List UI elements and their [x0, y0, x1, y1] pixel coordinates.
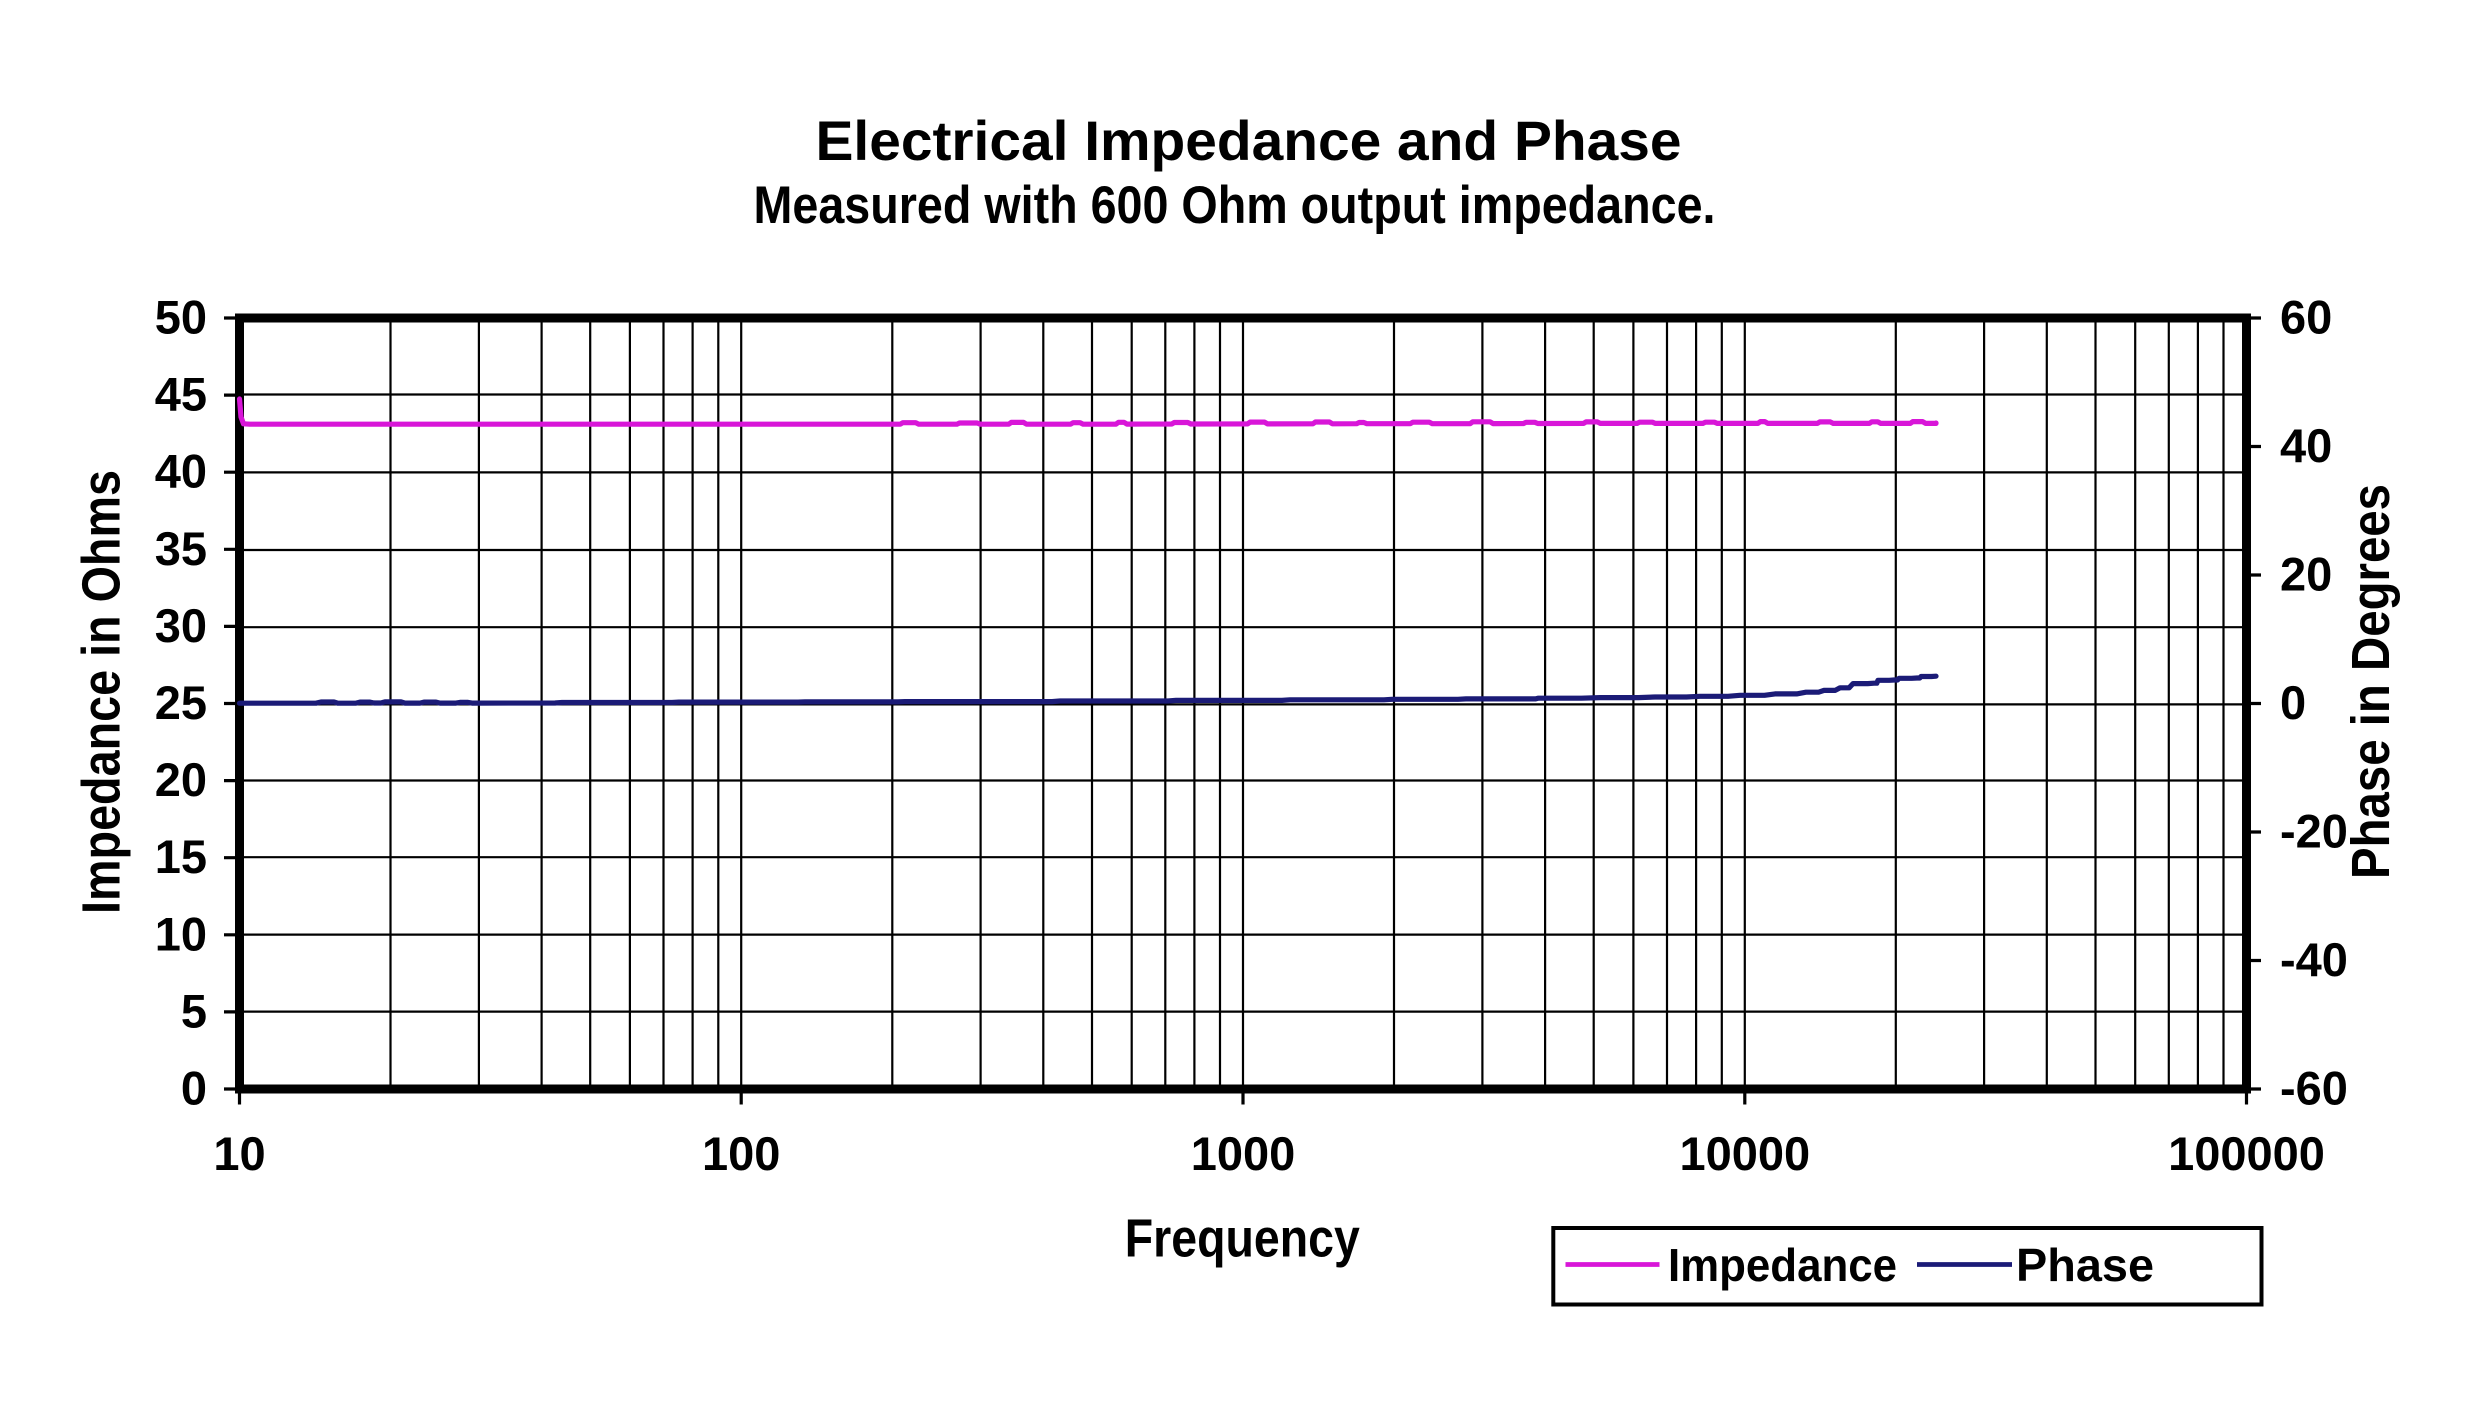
svg-text:Measured with 600 Ohm output i: Measured with 600 Ohm output impedance. [754, 176, 1716, 235]
svg-text:20: 20 [2280, 548, 2332, 601]
svg-text:35: 35 [155, 522, 207, 575]
svg-text:25: 25 [155, 676, 207, 729]
svg-text:40: 40 [155, 445, 207, 498]
svg-text:Impedance in Ohms: Impedance in Ohms [72, 470, 132, 914]
svg-text:Phase in Degrees: Phase in Degrees [2341, 484, 2401, 879]
svg-text:Frequency: Frequency [1125, 1209, 1360, 1269]
svg-text:Impedance: Impedance [1668, 1239, 1897, 1291]
svg-text:1000: 1000 [1191, 1127, 1296, 1180]
svg-text:10: 10 [155, 907, 207, 960]
svg-text:-20: -20 [2280, 805, 2348, 858]
svg-text:60: 60 [2280, 291, 2332, 344]
svg-text:100: 100 [702, 1127, 780, 1180]
svg-text:0: 0 [181, 1062, 207, 1115]
svg-text:30: 30 [155, 599, 207, 652]
svg-text:0: 0 [2280, 676, 2306, 729]
svg-text:-60: -60 [2280, 1062, 2348, 1115]
svg-text:50: 50 [155, 291, 207, 344]
svg-text:-40: -40 [2280, 933, 2348, 986]
svg-text:Electrical Impedance and Phase: Electrical Impedance and Phase [816, 109, 1682, 172]
svg-text:10: 10 [213, 1127, 265, 1180]
svg-text:15: 15 [155, 830, 207, 883]
svg-text:40: 40 [2280, 419, 2332, 472]
svg-text:Phase: Phase [2016, 1239, 2154, 1291]
svg-text:20: 20 [155, 753, 207, 806]
svg-text:100000: 100000 [2168, 1127, 2325, 1180]
svg-text:10000: 10000 [1679, 1127, 1810, 1180]
svg-text:5: 5 [181, 984, 207, 1037]
svg-text:45: 45 [155, 368, 207, 421]
